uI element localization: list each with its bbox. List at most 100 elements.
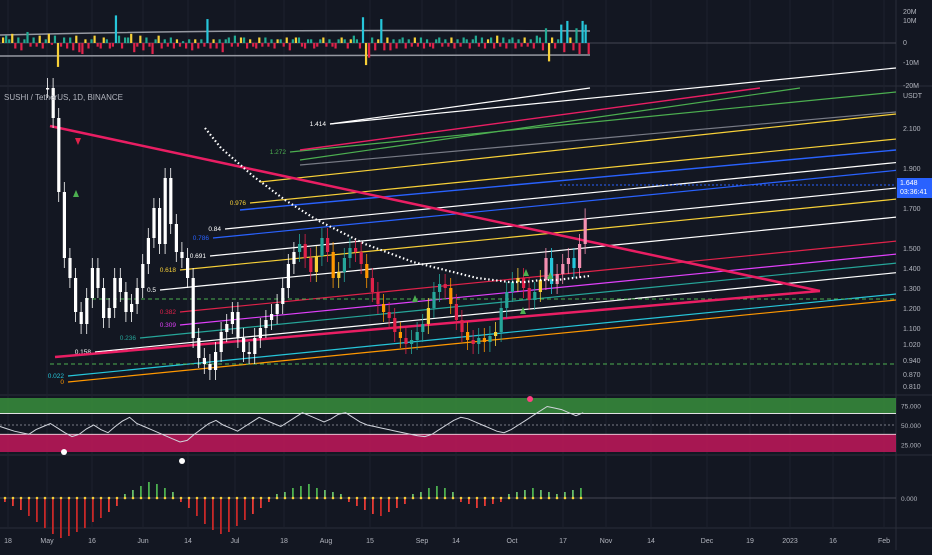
momentum-bar [52,498,54,534]
volume-bar [395,43,398,49]
volume-bar [288,43,291,51]
volume-bar [438,37,441,43]
momentum-zero-dot [275,496,279,500]
momentum-zero-dot [347,496,351,500]
momentum-zero-dot [283,496,287,500]
candle-body [146,238,150,264]
volume-bar [270,39,273,43]
volume-bar [517,39,520,43]
upper-channel-line [329,87,591,125]
momentum-bar [292,488,294,498]
volume-bar [285,37,288,43]
momentum-bar [340,494,342,498]
momentum-bar [268,498,270,502]
momentum-zero-dot [3,496,7,500]
momentum-bar [156,484,158,498]
momentum-bar [244,498,246,520]
momentum-bar [100,498,102,518]
volume-bar [105,39,108,43]
momentum-zero-dot [179,496,183,500]
candle-body [387,312,391,318]
momentum-bar [44,498,46,528]
volume-bar [432,43,435,49]
volume-bar [303,43,307,49]
volume-bar [371,37,374,43]
momentum-zero-dot [547,496,551,500]
momentum-zero-dot [19,496,23,500]
momentum-bar [476,498,478,508]
volume-bar [560,24,563,43]
currency-label: USDT [903,93,923,100]
momentum-zero-dot [163,496,167,500]
volume-bar [142,43,145,51]
momentum-zero-dot [187,496,191,500]
candle-body [393,318,397,332]
candle-body [466,332,470,340]
volume-bar [328,39,331,43]
momentum-zero-dot [531,496,535,500]
volume-bar [450,37,453,43]
price-axis-label: 1.500 [903,246,921,253]
fib-level-label: 0 [60,379,64,386]
volume-bar [194,39,197,43]
momentum-zero-dot [307,496,311,500]
candle-body [326,238,330,252]
volume-bar [380,19,383,43]
fib-level-label: 0.618 [160,267,177,274]
volume-bar [544,28,548,43]
candle-body [141,264,145,288]
momentum-zero-dot [555,496,559,500]
volume-bar [50,43,53,45]
momentum-bar [4,498,6,502]
candle-body [533,292,537,300]
fib-level-label: 1.414 [310,121,327,128]
volume-axis-label: -10M [903,60,919,67]
volume-bar [291,39,294,43]
candle-body [421,324,425,332]
candle-body [62,192,66,258]
momentum-bar [212,498,214,530]
volume-bar [319,39,322,43]
volume-bar [84,39,87,43]
volume-bar [355,39,358,43]
time-axis-label: 15 [366,538,374,545]
fib-level-label: 0.976 [230,200,247,207]
volume-bar [175,39,179,43]
volume-bar [294,37,297,43]
volume-bar [53,35,57,43]
candle-body [348,248,352,258]
buy-signal-arrow [523,269,529,276]
time-axis-label: Feb [878,538,890,545]
candle-body [566,258,570,264]
candle-body [438,284,442,292]
fib-level-label: 0.158 [75,349,92,356]
price-axis-label: 2.100 [903,126,921,133]
volume-bar [63,37,66,43]
volume-bar [361,17,365,43]
volume-bar [108,43,111,49]
momentum-zero-dot [115,496,119,500]
candle-body [404,338,408,344]
volume-bar [364,43,368,66]
momentum-bar [196,498,198,516]
candle-body [174,224,178,252]
time-axis-label: Nov [600,538,613,545]
volume-bar [496,35,499,43]
momentum-axis-label: 0.000 [901,496,918,503]
volume-bar [416,43,419,47]
momentum-bar [516,492,518,498]
volume-bar [547,43,551,62]
volume-bar [383,43,386,51]
momentum-zero-dot [371,496,375,500]
volume-bar [59,43,63,47]
fib-channel-line [224,161,897,230]
fib-channel-line [159,216,897,291]
candle-body [510,282,514,292]
volume-bar [133,43,136,53]
candle-body [298,244,302,252]
volume-bar [407,39,410,43]
momentum-zero-dot [259,496,263,500]
volume-bar [117,35,121,43]
